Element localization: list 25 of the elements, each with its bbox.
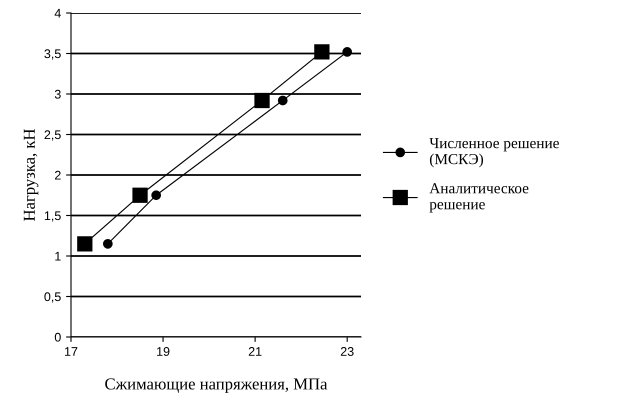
- y-tick-label: 0: [54, 332, 61, 342]
- point: [342, 47, 352, 57]
- y-tick-label: 1: [55, 252, 61, 261]
- y-axis-title: Нагрузка, кН: [24, 128, 38, 222]
- legend-label: Аналитическое решение: [429, 183, 528, 212]
- x-tick-label: 17: [65, 347, 78, 356]
- x-tick-label: 21: [248, 347, 262, 356]
- legend-label: Численное решение (МСКЭ): [429, 138, 559, 168]
- y-tick-label: 1,5: [44, 211, 61, 222]
- y-tick-label: 3: [54, 90, 61, 99]
- y-tick-label: 2,5: [44, 130, 61, 141]
- x-tick-label: 23: [340, 347, 354, 356]
- y-tick-label: 4: [54, 8, 61, 18]
- point: [132, 188, 148, 203]
- point: [102, 238, 113, 249]
- point: [151, 190, 162, 200]
- point: [278, 96, 288, 106]
- point: [77, 236, 92, 252]
- point: [314, 44, 330, 60]
- x-axis-title: Сжимающие напряжения, МПа: [105, 378, 328, 393]
- y-tick-label: 2: [54, 170, 61, 180]
- point: [254, 92, 270, 108]
- y-tick-label: 0,5: [44, 292, 61, 303]
- y-tick-label: 3,5: [44, 49, 61, 60]
- x-tick-label: 19: [157, 347, 170, 356]
